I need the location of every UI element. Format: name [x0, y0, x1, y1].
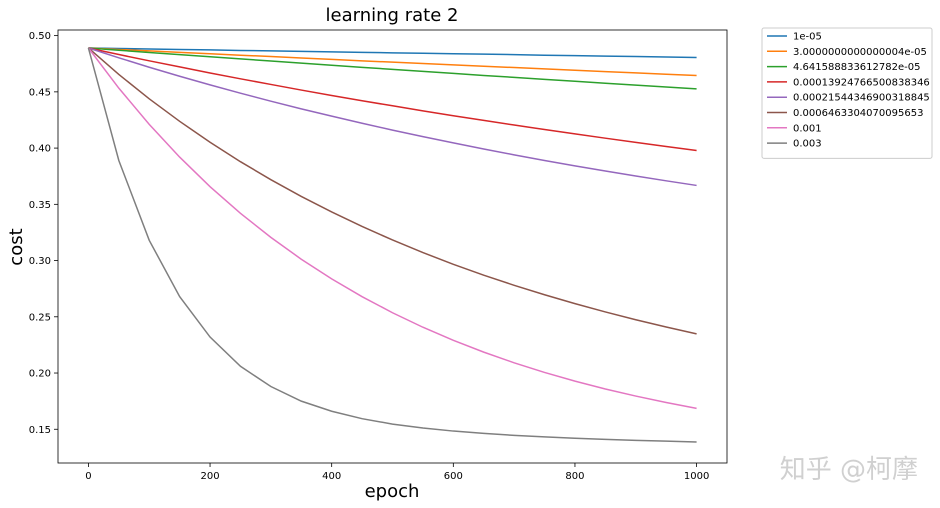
legend-label: 0.003: [793, 139, 822, 150]
y-tick-label: 0.15: [29, 425, 51, 436]
y-axis: 0.15 0.20 0.25 0.30 0.35 0.40 0.45 0.50: [29, 31, 58, 436]
legend-label: 0.0006463304070095653: [793, 108, 923, 119]
watermark-text: 知乎 @柯摩: [780, 455, 918, 485]
y-tick-label: 0.30: [29, 256, 51, 267]
x-tick-label: 200: [200, 471, 219, 482]
series-line-6: [87, 47, 697, 410]
y-tick-label: 0.50: [29, 31, 51, 42]
x-axis-label: epoch: [365, 481, 420, 502]
x-axis: 0 200 400 600 800 1000: [85, 463, 709, 482]
legend-label: 0.00021544346900318845: [793, 93, 930, 104]
legend: 1e-05 3.0000000000000004e-05 4.64158883361…: [761, 27, 933, 159]
series-line-7: [87, 47, 697, 443]
plot-area: [57, 29, 728, 464]
series-line-5: [87, 47, 697, 335]
y-tick-label: 0.20: [29, 369, 51, 380]
legend-label: 4.641588833612782e-05: [793, 62, 920, 73]
y-tick-label: 0.40: [29, 144, 51, 155]
legend-label: 0.00013924766500838346: [793, 77, 930, 88]
series-line-3: [88, 47, 697, 152]
axes-frame: [57, 29, 728, 464]
legend-label: 1e-05: [793, 32, 822, 43]
x-tick-label: 0: [85, 471, 91, 482]
chart-title: learning rate 2: [326, 5, 459, 26]
series-line-0: [88, 47, 697, 59]
x-tick-label: 400: [322, 471, 341, 482]
y-tick-label: 0.25: [29, 312, 51, 323]
legend-box: [761, 27, 933, 159]
legend-label: 3.0000000000000004e-05: [793, 47, 927, 58]
x-tick-label: 1000: [684, 471, 709, 482]
legend-label: 0.001: [793, 123, 822, 134]
x-tick-label: 600: [444, 471, 463, 482]
y-tick-label: 0.45: [29, 87, 51, 98]
series-line-2: [88, 47, 697, 90]
y-axis-label: cost: [6, 228, 27, 265]
x-tick-label: 800: [565, 471, 584, 482]
series-line-1: [88, 47, 697, 77]
series-line-4: [88, 47, 697, 187]
y-tick-label: 0.35: [29, 200, 51, 211]
